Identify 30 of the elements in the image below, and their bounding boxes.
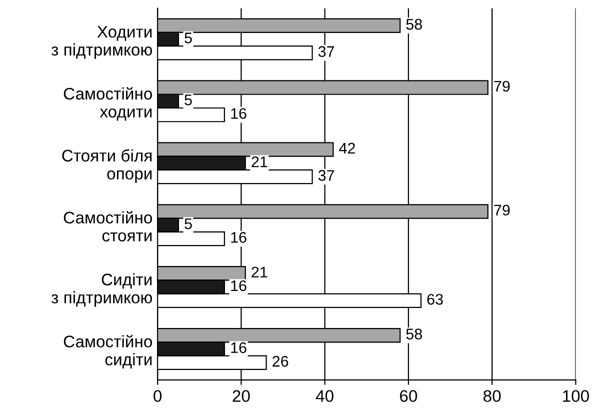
data-label: 5 bbox=[184, 94, 192, 106]
data-label: 5 bbox=[184, 218, 192, 230]
data-label: 37 bbox=[318, 46, 334, 57]
data-label: 5 bbox=[184, 32, 192, 44]
data-label: 16 bbox=[231, 280, 246, 292]
data-label: 26 bbox=[272, 356, 288, 367]
y-tick-label: Самостійно сидіти bbox=[64, 334, 152, 369]
y-tick-label: Стояти біля опори bbox=[62, 149, 152, 183]
data-label: 21 bbox=[252, 266, 268, 278]
data-label: 16 bbox=[231, 342, 246, 354]
data-label: 42 bbox=[339, 142, 355, 154]
data-label: 58 bbox=[406, 18, 422, 30]
x-tick-label: 40 bbox=[316, 390, 334, 402]
y-tick-label: Самостійно ходити bbox=[64, 87, 152, 121]
y-tick-label: Ходити з підтримкою bbox=[51, 26, 152, 59]
data-label: 16 bbox=[231, 232, 246, 243]
data-label: 79 bbox=[494, 80, 510, 92]
data-label: 63 bbox=[427, 294, 443, 305]
x-tick-label: 20 bbox=[232, 390, 250, 402]
x-tick-label: 80 bbox=[484, 390, 501, 402]
x-tick-label: 100 bbox=[563, 390, 589, 402]
data-label: 16 bbox=[231, 108, 246, 119]
x-tick-label: 60 bbox=[400, 390, 418, 402]
y-tick-label: Сидіти з підтримкою bbox=[51, 273, 152, 307]
x-tick-label: 0 bbox=[154, 390, 162, 402]
data-label: 21 bbox=[252, 156, 268, 168]
data-label: 58 bbox=[406, 328, 422, 340]
data-label: 79 bbox=[494, 204, 510, 216]
y-tick-label: Самостійно стояти bbox=[64, 210, 152, 242]
data-label: 37 bbox=[318, 170, 334, 181]
